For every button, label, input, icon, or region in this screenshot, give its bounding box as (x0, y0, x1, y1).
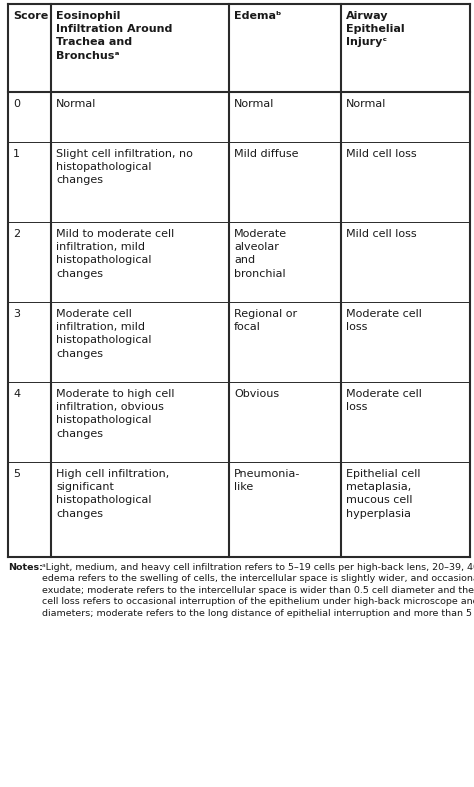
Text: Moderate cell
infiltration, mild
histopathological
changes: Moderate cell infiltration, mild histopa… (56, 309, 152, 359)
Text: Notes:: Notes: (8, 563, 43, 572)
Text: 1: 1 (13, 149, 20, 159)
Text: 5: 5 (13, 469, 20, 479)
Text: Moderate cell
loss: Moderate cell loss (346, 389, 422, 412)
Text: Eosinophil
Infiltration Around
Trachea and
Bronchusᵃ: Eosinophil Infiltration Around Trachea a… (56, 11, 173, 61)
Text: Pneumonia-
like: Pneumonia- like (234, 469, 301, 492)
Text: Normal: Normal (56, 99, 96, 109)
Text: 4: 4 (13, 389, 20, 399)
Text: Normal: Normal (234, 99, 274, 109)
Text: Mild cell loss: Mild cell loss (346, 149, 417, 159)
Text: Moderate to high cell
infiltration, obvious
histopathological
changes: Moderate to high cell infiltration, obvi… (56, 389, 174, 438)
Text: Moderate
alveolar
and
bronchial: Moderate alveolar and bronchial (234, 229, 287, 279)
Text: Mild to moderate cell
infiltration, mild
histopathological
changes: Mild to moderate cell infiltration, mild… (56, 229, 174, 279)
Text: Regional or
focal: Regional or focal (234, 309, 297, 332)
Text: Airway
Epithelial
Injuryᶜ: Airway Epithelial Injuryᶜ (346, 11, 405, 47)
Text: Mild diffuse: Mild diffuse (234, 149, 299, 159)
Text: Score: Score (13, 11, 48, 21)
Text: ᵃLight, medium, and heavy cell infiltration refers to 5–19 cells per high-back l: ᵃLight, medium, and heavy cell infiltrat… (42, 563, 474, 618)
Text: Normal: Normal (346, 99, 386, 109)
Text: Edemaᵇ: Edemaᵇ (234, 11, 282, 21)
Text: Epithelial cell
metaplasia,
mucous cell
hyperplasia: Epithelial cell metaplasia, mucous cell … (346, 469, 420, 519)
Text: 2: 2 (13, 229, 20, 239)
Text: Obvious: Obvious (234, 389, 279, 399)
Text: Moderate cell
loss: Moderate cell loss (346, 309, 422, 332)
Text: Slight cell infiltration, no
histopathological
changes: Slight cell infiltration, no histopathol… (56, 149, 193, 186)
Text: High cell infiltration,
significant
histopathological
changes: High cell infiltration, significant hist… (56, 469, 169, 519)
Text: Mild cell loss: Mild cell loss (346, 229, 417, 239)
Text: 0: 0 (13, 99, 20, 109)
Text: 3: 3 (13, 309, 20, 319)
